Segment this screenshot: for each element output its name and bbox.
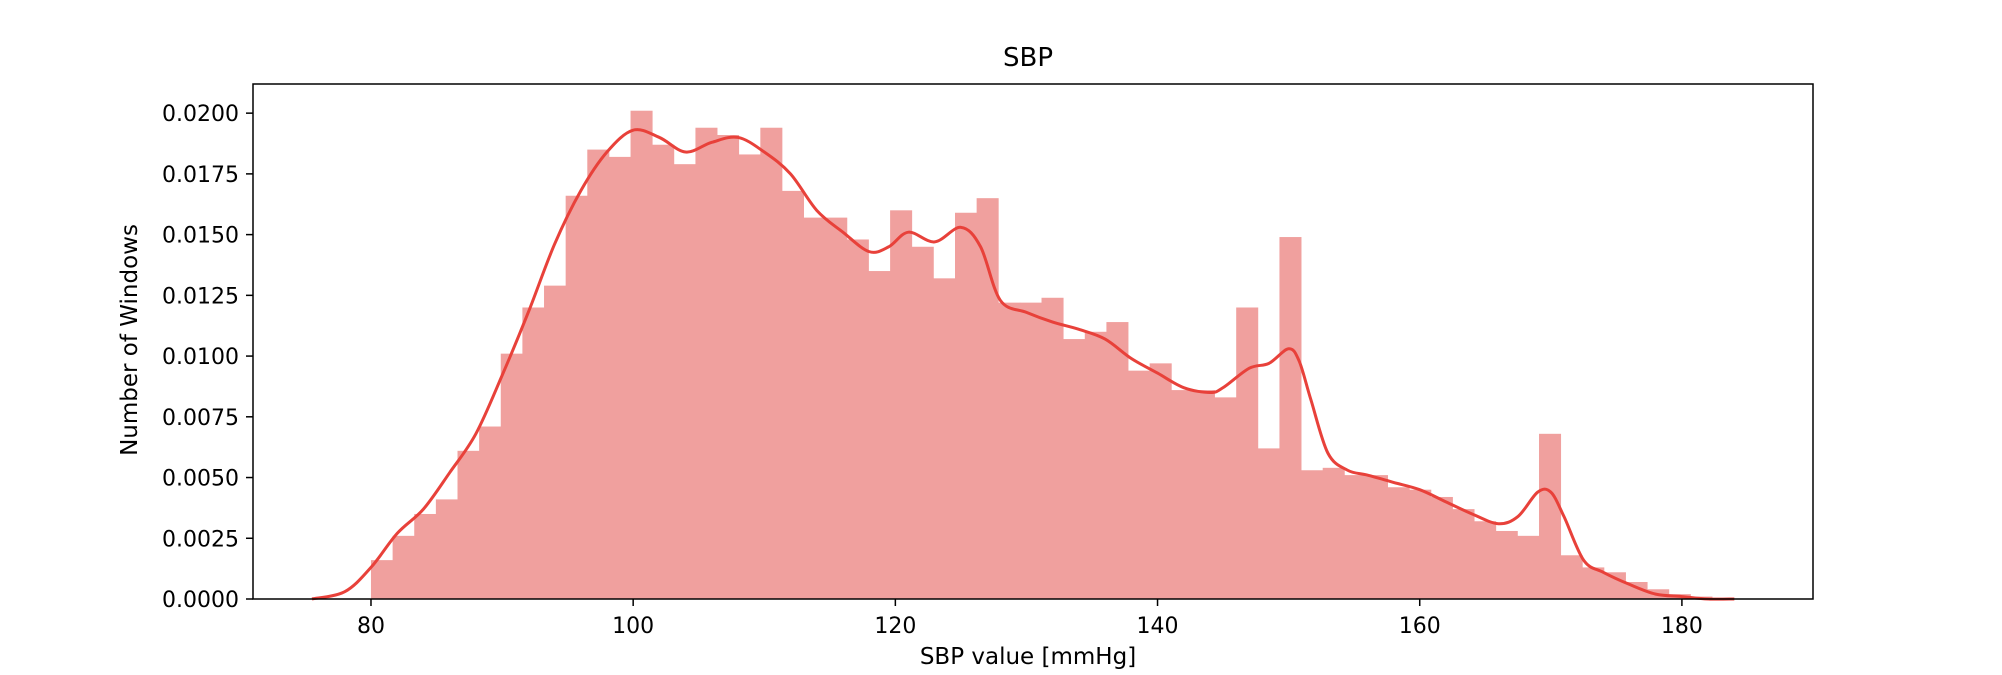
histogram-bar — [500, 353, 523, 599]
histogram-bar — [1603, 572, 1626, 599]
histogram-bar — [1019, 302, 1042, 599]
histogram-bar — [608, 156, 631, 599]
y-tick-label: 0.0175 — [162, 163, 239, 188]
histogram-bar — [1084, 331, 1107, 599]
histogram-bar — [1301, 470, 1324, 599]
histogram-bar — [998, 302, 1021, 599]
histogram-bar — [1344, 475, 1367, 599]
histogram-bar — [933, 278, 956, 599]
histogram-bar — [1365, 475, 1388, 599]
histogram-bar — [1063, 339, 1086, 599]
histogram-bar — [1430, 496, 1453, 599]
histogram-bar — [370, 560, 394, 599]
y-axis-ticks: 0.0000 0.0025 0.0050 0.0075 0.0100 0.0125 0.01… — [162, 102, 253, 613]
kde-curve-group — [311, 128, 1735, 601]
x-tick-label: 160 — [1399, 614, 1441, 639]
histogram-bar — [1409, 489, 1432, 599]
histogram-bar — [781, 190, 804, 599]
y-tick-label: 0.0075 — [162, 406, 239, 431]
histogram-bar — [1582, 567, 1605, 599]
histogram-bar — [1257, 448, 1280, 599]
histogram-bar — [1387, 487, 1410, 599]
histogram-bar — [630, 110, 653, 599]
histogram-bar — [479, 426, 502, 599]
histogram-bar — [717, 135, 740, 599]
histogram-bar — [1041, 297, 1064, 599]
chart-title: SBP — [1003, 43, 1053, 73]
y-tick-label: 0.0150 — [162, 224, 239, 249]
histogram-bar — [1106, 322, 1129, 599]
histogram-bar — [738, 154, 761, 599]
histogram-bar — [457, 450, 480, 599]
y-tick-label: 0.0100 — [162, 345, 239, 370]
histogram-bar — [1474, 521, 1497, 599]
histogram-bar — [1495, 530, 1518, 599]
histogram-bar — [803, 217, 826, 600]
y-tick-label: 0.0200 — [162, 102, 239, 127]
histogram-bar — [435, 499, 458, 599]
x-tick-label: 100 — [612, 614, 654, 639]
y-tick-label: 0.0000 — [162, 588, 239, 613]
histogram-bar — [1236, 307, 1259, 599]
x-tick-label: 120 — [874, 614, 916, 639]
kde-curve — [311, 128, 1735, 601]
histogram-bar — [890, 210, 913, 599]
histogram-bar — [1128, 370, 1151, 599]
histogram-bar — [414, 513, 437, 599]
x-axis-ticks: 80 100 120 140 160 180 — [357, 599, 1703, 639]
y-tick-label: 0.0025 — [162, 527, 239, 552]
histogram-bar — [565, 195, 588, 599]
histogram-bar — [1539, 433, 1562, 599]
histogram-bar — [976, 198, 999, 600]
y-tick-label: 0.0050 — [162, 467, 239, 492]
histogram-bar — [392, 535, 415, 599]
y-tick-label: 0.0125 — [162, 284, 239, 309]
x-tick-label: 80 — [357, 614, 385, 639]
histogram-bar — [1171, 390, 1194, 599]
histogram-bar — [544, 285, 567, 599]
x-axis-label: SBP value [mmHg] — [920, 644, 1136, 670]
histogram-bar — [846, 239, 869, 599]
histogram-bar — [673, 164, 696, 600]
histogram-bar — [760, 127, 783, 599]
histogram-bar — [652, 144, 675, 600]
x-tick-label: 180 — [1661, 614, 1703, 639]
histogram-bar — [1452, 509, 1475, 599]
y-axis-label: Number of Windows — [117, 224, 143, 456]
histogram-bar — [955, 212, 978, 599]
histogram-bar — [587, 149, 610, 599]
histogram-bar — [1517, 535, 1540, 599]
histogram-bar — [825, 217, 848, 600]
histogram-bar — [1560, 555, 1583, 599]
histogram-bar — [1214, 397, 1237, 599]
histogram-bar — [868, 271, 891, 599]
histogram-bar — [1149, 363, 1172, 599]
histogram-bar — [695, 127, 718, 599]
histogram-bar — [1192, 390, 1215, 599]
histogram-bars — [370, 110, 1713, 600]
histogram-bar — [911, 246, 934, 599]
plot-frame — [252, 83, 1814, 600]
histogram-bar — [522, 307, 545, 599]
histogram-bar — [1322, 467, 1345, 599]
histogram-bar — [1279, 237, 1302, 600]
x-tick-label: 140 — [1137, 614, 1179, 639]
